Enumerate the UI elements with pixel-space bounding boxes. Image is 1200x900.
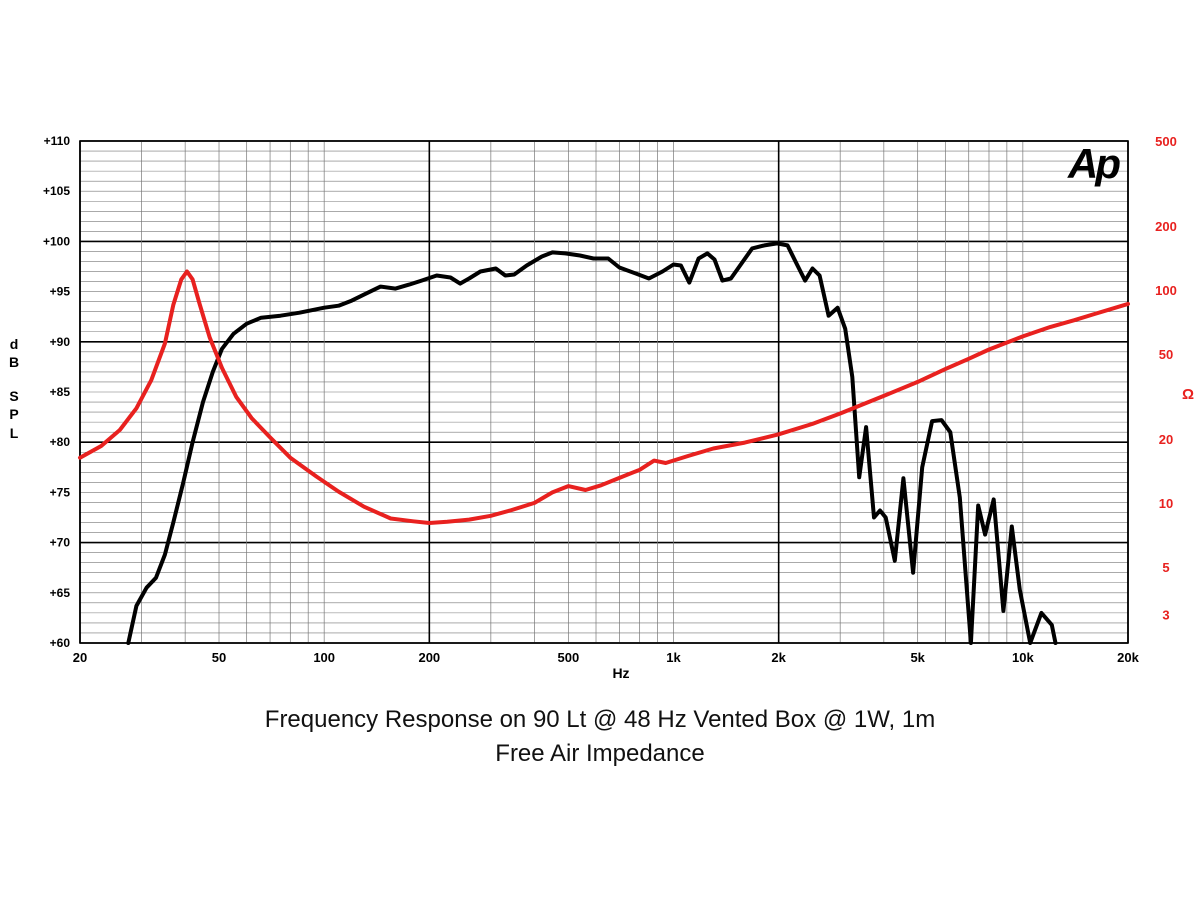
- spl-tick-label: +60: [50, 636, 71, 650]
- frequency-tick-label: 500: [557, 650, 579, 665]
- frequency-tick-label: 20k: [1117, 650, 1139, 665]
- frequency-tick-label: 1k: [666, 650, 681, 665]
- spl-tick-label: +105: [43, 184, 70, 198]
- impedance-tick-label: 20: [1159, 432, 1173, 447]
- frequency-tick-label: 5k: [910, 650, 925, 665]
- frequency-tick-label: 2k: [771, 650, 786, 665]
- frequency-tick-label: 50: [212, 650, 226, 665]
- spl-tick-label: +70: [50, 536, 71, 550]
- impedance-tick-label: 5: [1162, 560, 1169, 575]
- spl-tick-label: +110: [44, 134, 71, 148]
- frequency-tick-label: 20: [73, 650, 87, 665]
- spl-axis-ticks: +60 +65 +70 +75 +80 +85 +90 +95 +100 +105 +110: [43, 134, 70, 650]
- frequency-tick-label: 10k: [1012, 650, 1034, 665]
- frequency-tick-label: 200: [418, 650, 440, 665]
- spl-tick-label: +75: [50, 485, 71, 499]
- spl-tick-label: +90: [50, 335, 71, 349]
- impedance-axis-label: Ω: [1182, 386, 1194, 403]
- spl-tick-label: +65: [50, 586, 71, 600]
- impedance-tick-label: 3: [1162, 607, 1169, 622]
- plot-frame: [79, 140, 1129, 644]
- ap-logo: Ap: [1067, 140, 1120, 187]
- spl-response-curve: [126, 241, 1058, 645]
- spl-axis-label: dB SPL: [9, 336, 19, 441]
- spl-axis-label-letter: B: [9, 354, 19, 370]
- chart-title: Frequency Response on 90 Lt @ 48 Hz Vent…: [264, 706, 936, 733]
- frequency-axis-ticks: 20 50 100 200 500 1k 2k 5k 10k 20k: [73, 650, 1140, 665]
- spl-tick-label: +100: [43, 234, 70, 248]
- series-layer: [78, 241, 1130, 645]
- impedance-tick-label: 100: [1155, 283, 1177, 298]
- spl-tick-label: +80: [50, 435, 71, 449]
- frequency-tick-label: 100: [313, 650, 335, 665]
- plot-grid: [79, 140, 1129, 644]
- impedance-tick-label: 500: [1155, 134, 1177, 149]
- chart-subtitle: Free Air Impedance: [495, 740, 705, 767]
- impedance-tick-label: 200: [1155, 219, 1177, 234]
- spl-axis-label-letter: P: [9, 406, 18, 422]
- spl-axis-label-letter: d: [10, 336, 19, 352]
- spl-axis-label-letter: S: [9, 388, 18, 404]
- spl-tick-label: +95: [50, 285, 71, 299]
- impedance-tick-label: 50: [1159, 347, 1173, 362]
- frequency-axis-label: Hz: [612, 665, 629, 681]
- spl-axis-label-letter: L: [10, 425, 19, 441]
- impedance-tick-label: 10: [1159, 496, 1173, 511]
- impedance-axis-ticks: 3 5 10 20 50 100 200 500: [1155, 134, 1177, 622]
- spl-tick-label: +85: [50, 385, 71, 399]
- impedance-curve: [78, 269, 1130, 525]
